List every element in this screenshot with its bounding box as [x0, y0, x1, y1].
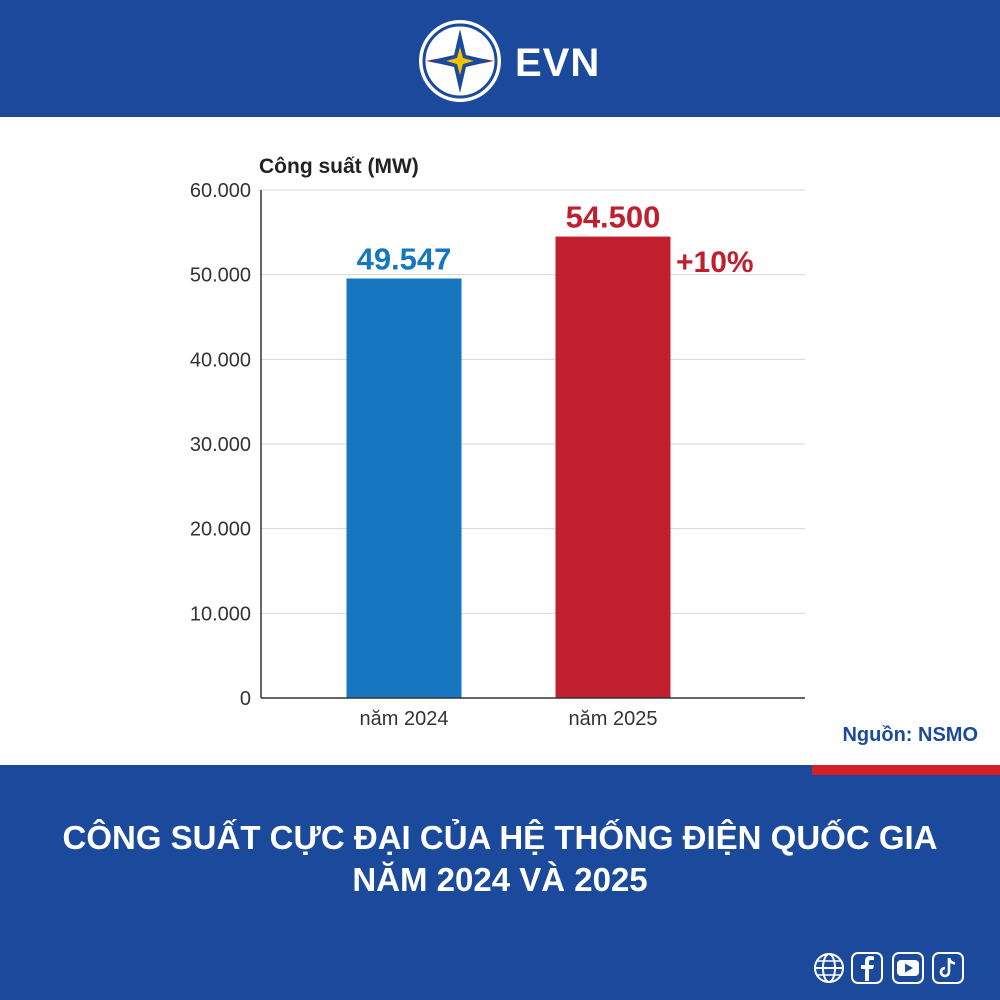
facebook-icon[interactable] — [850, 951, 884, 985]
tiktok-icon[interactable] — [931, 951, 965, 985]
chart-area — [0, 117, 1000, 765]
growth-annotation: +10% — [676, 246, 754, 279]
bar-value-label: 54.500 — [566, 200, 661, 235]
y-tick-label: 60.000 — [190, 180, 251, 202]
separator-line — [0, 765, 1000, 775]
bar — [346, 278, 462, 698]
y-tick-label: 0 — [240, 688, 251, 710]
y-tick-label: 10.000 — [190, 603, 251, 625]
brand-name: EVN — [515, 41, 601, 85]
y-tick-label: 50.000 — [190, 265, 251, 287]
bar — [555, 236, 671, 699]
bar-value-label: 49.547 — [357, 242, 452, 277]
globe-icon[interactable] — [812, 951, 846, 985]
title-line-1: CÔNG SUẤT CỰC ĐẠI CỦA HỆ THỐNG ĐIỆN QUỐC… — [62, 819, 938, 856]
y-tick-label: 30.000 — [190, 434, 251, 456]
source-note: Nguồn: NSMO — [842, 724, 978, 746]
evn-logo-icon — [419, 20, 501, 102]
chart-title: CÔNG SUẤT CỰC ĐẠI CỦA HỆ THỐNG ĐIỆN QUỐC… — [0, 817, 1000, 901]
y-tick-label: 20.000 — [190, 519, 251, 541]
bar-chart: 0 10.000 20.000 30.000 40.000 50.000 60.000 Côn… — [190, 155, 805, 730]
x-tick-label: năm 2024 — [360, 708, 449, 730]
footer-panel — [0, 775, 1000, 1000]
y-axis-label: Công suất (MW) — [259, 155, 419, 178]
x-tick-label: năm 2025 — [569, 708, 658, 730]
title-line-2: NĂM 2024 VÀ 2025 — [352, 861, 648, 898]
y-tick-label: 40.000 — [190, 349, 251, 371]
youtube-icon[interactable] — [891, 951, 925, 985]
